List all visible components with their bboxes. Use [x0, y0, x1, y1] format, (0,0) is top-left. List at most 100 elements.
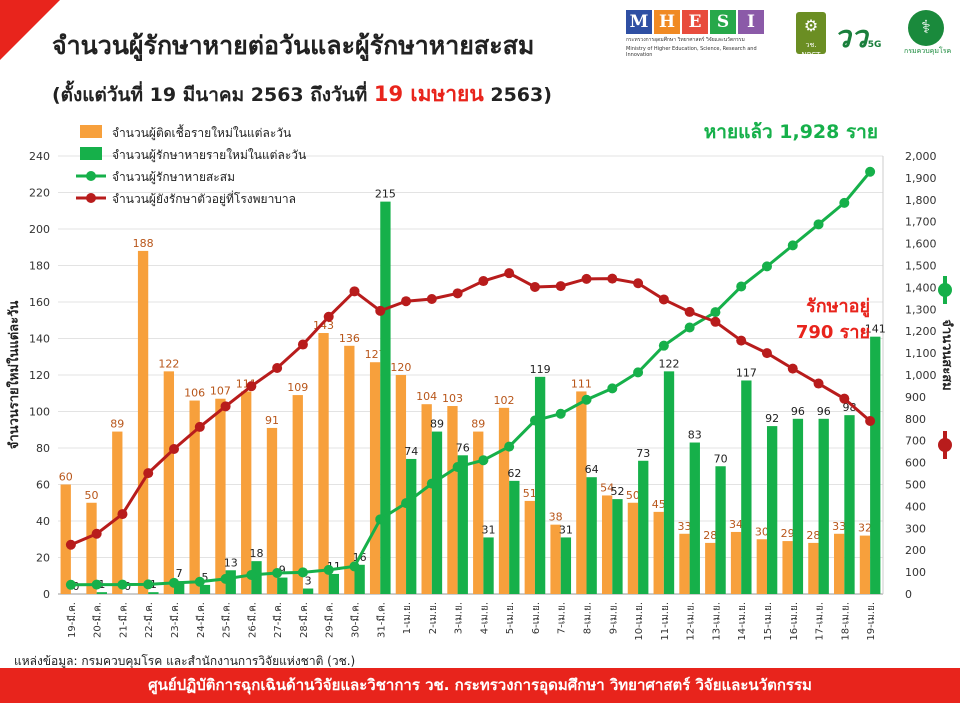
- bar-new-recovered: [354, 564, 365, 594]
- nrct-caption: วช. NRCT: [801, 41, 821, 59]
- bar-data-label: 74: [404, 445, 418, 458]
- x-tick-label: 17-เม.ย.: [815, 602, 826, 641]
- bar-new-recovered: [406, 458, 417, 594]
- line-point: [478, 276, 489, 287]
- line-point: [684, 322, 695, 333]
- bar-data-label: 89: [110, 418, 124, 431]
- x-tick-label: 8-เม.ย.: [583, 602, 594, 634]
- line-point: [65, 579, 76, 590]
- right-tick-label: 1,300: [905, 303, 937, 316]
- legend-swatch-bar: [80, 147, 102, 160]
- bar-new-cases: [679, 533, 690, 594]
- bar-data-label: 96: [791, 405, 805, 418]
- bar-new-cases: [601, 495, 613, 594]
- bar-new-recovered: [302, 588, 314, 594]
- line-point: [117, 509, 128, 520]
- line-point: [633, 367, 644, 378]
- bar-new-cases: [292, 395, 303, 594]
- bar-data-label: 9: [279, 564, 286, 577]
- bar-data-label: 64: [585, 463, 599, 476]
- line-point: [865, 166, 876, 177]
- x-tick-label: 26-มี.ค.: [246, 602, 258, 638]
- bar-new-cases: [241, 391, 252, 594]
- bar-data-label: 34: [729, 518, 743, 531]
- bar-new-recovered: [457, 455, 468, 594]
- legend-swatch-bar: [80, 125, 102, 138]
- bar-new-cases: [112, 431, 123, 594]
- left-tick-label: 80: [36, 442, 50, 455]
- line-point: [91, 579, 102, 590]
- bar-data-label: 29: [781, 527, 795, 540]
- line-point: [839, 197, 850, 208]
- bar-data-label: 31: [559, 523, 573, 536]
- line-point: [710, 307, 721, 318]
- bar-data-label: 31: [482, 523, 496, 536]
- x-tick-label: 11-เม.ย.: [660, 602, 671, 641]
- annotation-treating-line1: รักษาอยู่: [806, 296, 870, 318]
- bar-new-recovered: [277, 577, 288, 594]
- x-tick-label: 19-มี.ค.: [66, 602, 78, 638]
- right-tick-label: 300: [905, 522, 926, 535]
- x-tick-label: 28-มี.ค.: [298, 602, 310, 638]
- chart: 0204060801001201401601802002202400100200…: [5, 121, 955, 641]
- bar-new-cases: [498, 407, 510, 594]
- bar-data-label: 120: [390, 361, 411, 374]
- bar-new-recovered: [715, 466, 726, 594]
- bar-new-cases: [756, 539, 767, 594]
- left-tick-label: 180: [29, 260, 50, 273]
- line-point: [297, 567, 308, 578]
- bar-data-label: 50: [626, 489, 640, 502]
- bar-data-label: 0: [124, 580, 131, 593]
- bar-data-label: 51: [523, 487, 537, 500]
- bar-new-recovered: [689, 442, 700, 594]
- line-point: [143, 468, 154, 479]
- bar-data-label: 60: [59, 471, 73, 484]
- bar-data-label: 104: [416, 390, 437, 403]
- ddc-logo: ⚕ กรมควบคุมโรค: [904, 10, 951, 60]
- bar-new-cases: [395, 375, 407, 594]
- line-in-hospital: [70, 271, 872, 547]
- bar-data-label: 76: [456, 441, 470, 454]
- right-tick-label: 800: [905, 413, 926, 426]
- bar-new-recovered: [534, 376, 546, 594]
- bar-new-recovered: [96, 592, 107, 594]
- x-tick-label: 1-เม.ย.: [402, 602, 413, 634]
- line-point: [426, 294, 437, 305]
- x-tick-label: 30-มี.ค.: [349, 602, 361, 638]
- line-point: [555, 408, 566, 419]
- right-tick-label: 1,700: [905, 216, 937, 229]
- corner-accent: [0, 0, 60, 60]
- subtitle-prefix: (ตั้งแต่วันที่ 19 มีนาคม 2563 ถึงวันที่: [52, 84, 368, 106]
- footer-banner: ศูนย์ปฏิบัติการฉุกเฉินด้านวิจัยและวิชากา…: [0, 668, 960, 703]
- bar-new-recovered: [870, 336, 881, 594]
- bar-data-label: 3: [305, 575, 312, 588]
- x-tick-label: 15-เม.ย.: [763, 602, 774, 641]
- bar-new-recovered: [741, 380, 752, 594]
- bar-data-label: 73: [636, 447, 650, 460]
- left-tick-label: 100: [29, 406, 50, 419]
- bar-data-label: 30: [755, 525, 769, 538]
- x-tick-label: 19-เม.ย.: [866, 602, 877, 641]
- bar-new-recovered: [431, 431, 443, 594]
- line-point: [813, 219, 824, 230]
- line-point: [401, 498, 412, 509]
- left-tick-label: 20: [36, 552, 50, 565]
- legend-label: จำนวนผู้รักษาหายรายใหม่ในแต่ละวัน: [112, 148, 306, 163]
- bar-new-recovered: [638, 460, 649, 594]
- x-tick-label: 13-เม.ย.: [711, 602, 722, 641]
- line-point: [787, 363, 798, 374]
- subtitle-suffix: 2563): [490, 84, 552, 106]
- bar-data-label: 54: [600, 481, 614, 494]
- bar-data-label: 28: [703, 529, 717, 542]
- line-point: [220, 401, 231, 412]
- left-tick-label: 220: [29, 187, 50, 200]
- bar-new-recovered: [612, 499, 623, 594]
- left-tick-label: 160: [29, 296, 50, 309]
- x-tick-label: 12-เม.ย.: [686, 602, 697, 641]
- right-tick-label: 1,800: [905, 194, 937, 207]
- x-tick-label: 23-มี.ค.: [169, 602, 181, 638]
- bar-new-cases: [576, 391, 587, 594]
- legend-label: จำนวนผู้รักษาหายสะสม: [112, 170, 235, 185]
- bar-data-label: 83: [688, 429, 702, 442]
